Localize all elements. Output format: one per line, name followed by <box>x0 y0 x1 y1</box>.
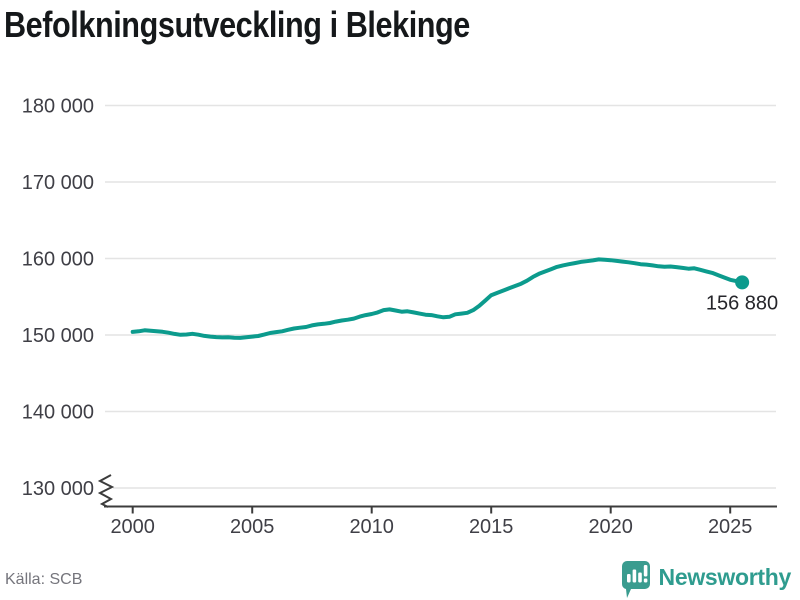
bar-1 <box>626 574 631 583</box>
axis-break-icon <box>97 474 115 508</box>
population-line <box>130 257 745 340</box>
population-series: 156 880 <box>130 257 778 340</box>
y-axis-labels: 130 000 140 000 150 000 160 000 170 000 180 0… <box>22 96 94 501</box>
y-tick-label: 150 000 <box>22 325 94 347</box>
x-tick-label: 2000 <box>110 516 155 538</box>
end-point-dot <box>735 275 750 290</box>
y-tick-label: 160 000 <box>22 249 94 271</box>
exclamation-dot <box>643 578 647 583</box>
x-axis: 2000 2005 2010 2015 2020 2025 <box>104 505 777 538</box>
exclamation-bar <box>643 565 647 577</box>
x-tick-label: 2015 <box>469 516 514 538</box>
newsworthy-logo: Newsworthy <box>619 558 791 600</box>
gridlines <box>105 104 776 489</box>
bar-3 <box>637 572 642 583</box>
brand-name: Newsworthy <box>658 563 792 590</box>
y-tick-label: 140 000 <box>22 402 94 424</box>
x-tick-label: 2010 <box>349 516 394 538</box>
y-tick-label: 130 000 <box>22 478 94 500</box>
x-tick-label: 2025 <box>708 516 753 538</box>
end-value-label: 156 880 <box>706 292 778 314</box>
bar-2 <box>632 569 636 583</box>
x-tick-label: 2005 <box>230 516 275 538</box>
y-tick-label: 180 000 <box>22 96 94 118</box>
x-tick-label: 2020 <box>588 516 633 538</box>
source-credit: Källa: SCB <box>5 571 83 588</box>
newsworthy-bubble-chart-icon <box>621 561 650 598</box>
chart-title: Befolkningsutveckling i Blekinge <box>4 4 470 45</box>
y-tick-label: 170 000 <box>22 172 94 194</box>
